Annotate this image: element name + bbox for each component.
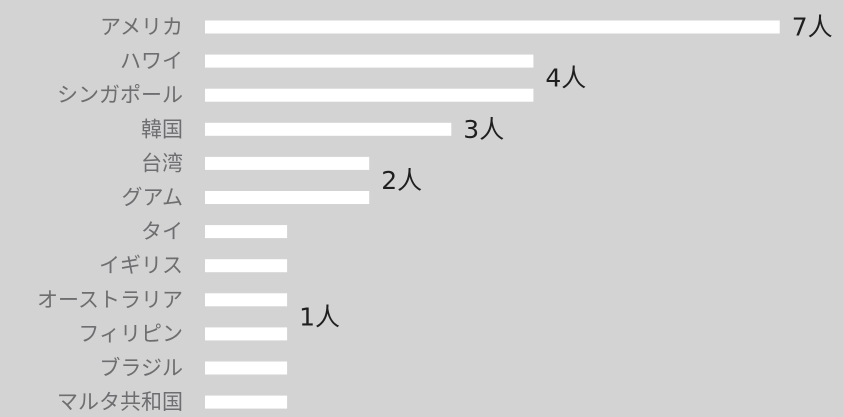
bars (205, 20, 780, 409)
category-label: タイ (141, 220, 183, 244)
category-label: シンガポール (57, 83, 183, 107)
category-label: フィリピン (78, 322, 183, 346)
bar (205, 293, 288, 307)
category-label: オーストラリア (37, 288, 183, 312)
bar (205, 122, 452, 136)
bar (205, 361, 288, 375)
bar (205, 225, 288, 239)
bar (205, 156, 370, 170)
value-label: 1人 (299, 302, 340, 331)
category-labels: アメリカハワイシンガポール韓国台湾グアムタイイギリスオーストラリアフィリピンブラ… (37, 15, 183, 414)
bar (205, 88, 534, 102)
value-label: 3人 (463, 115, 504, 144)
category-label: ハワイ (120, 49, 183, 73)
value-label: 4人 (545, 64, 586, 93)
value-label: 2人 (381, 166, 422, 195)
value-label: 7人 (792, 13, 833, 42)
value-labels: 7人 4人 3人 2人 1人 (299, 13, 833, 332)
category-label: マルタ共和国 (57, 390, 183, 414)
bar (205, 191, 370, 204)
category-label: 台湾 (141, 151, 183, 175)
category-label: イギリス (99, 254, 183, 278)
bar (205, 395, 288, 409)
category-label: ブラジル (99, 356, 183, 380)
bar (205, 327, 288, 341)
category-label: グアム (121, 186, 183, 210)
bar (205, 20, 780, 34)
bar (205, 259, 288, 273)
bar (205, 54, 534, 68)
category-label: 韓国 (141, 117, 183, 141)
category-label: アメリカ (100, 15, 183, 39)
